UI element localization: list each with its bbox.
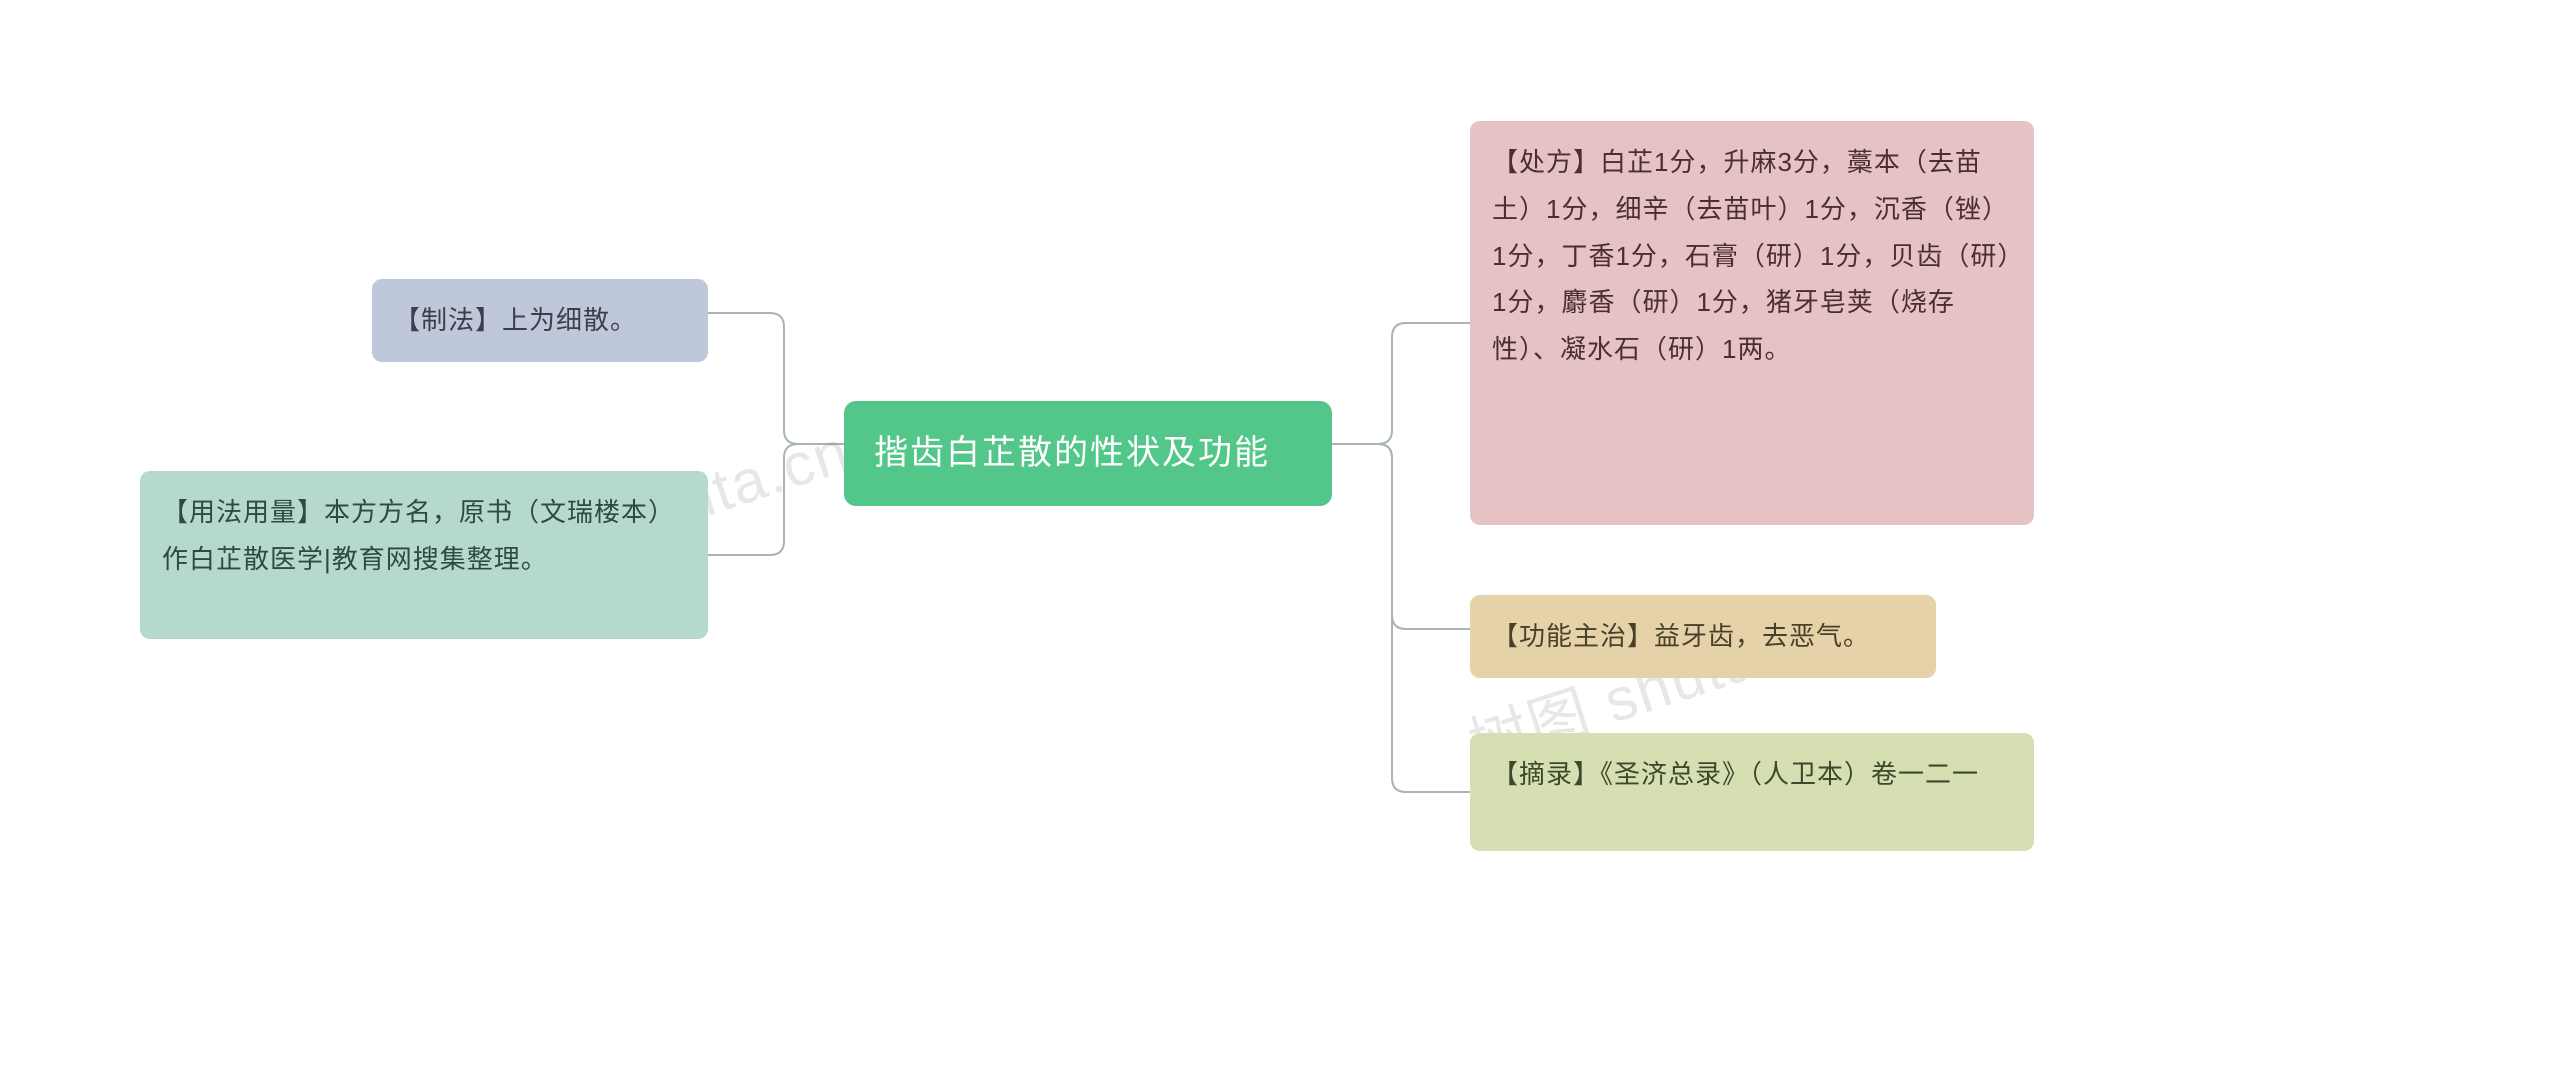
node-reference[interactable]: 【摘录】《圣济总录》（人卫本）卷一二一 (1470, 733, 2034, 851)
node-usage[interactable]: 【用法用量】本方方名，原书（文瑞楼本）作白芷散医学|教育网搜集整理。 (140, 471, 708, 639)
node-prescription[interactable]: 【处方】白芷1分，升麻3分，藁本（去苗土）1分，细辛（去苗叶）1分，沉香（锉）1… (1470, 121, 2034, 525)
node-method[interactable]: 【制法】上为细散。 (372, 279, 708, 362)
mindmap-stage: 树图 shuta.cn 树图 shuta.cn 揩齿白芷散的性状及功能 【制法】… (0, 0, 2560, 1091)
node-function[interactable]: 【功能主治】益牙齿，去恶气。 (1470, 595, 1936, 678)
root-node[interactable]: 揩齿白芷散的性状及功能 (844, 401, 1332, 506)
